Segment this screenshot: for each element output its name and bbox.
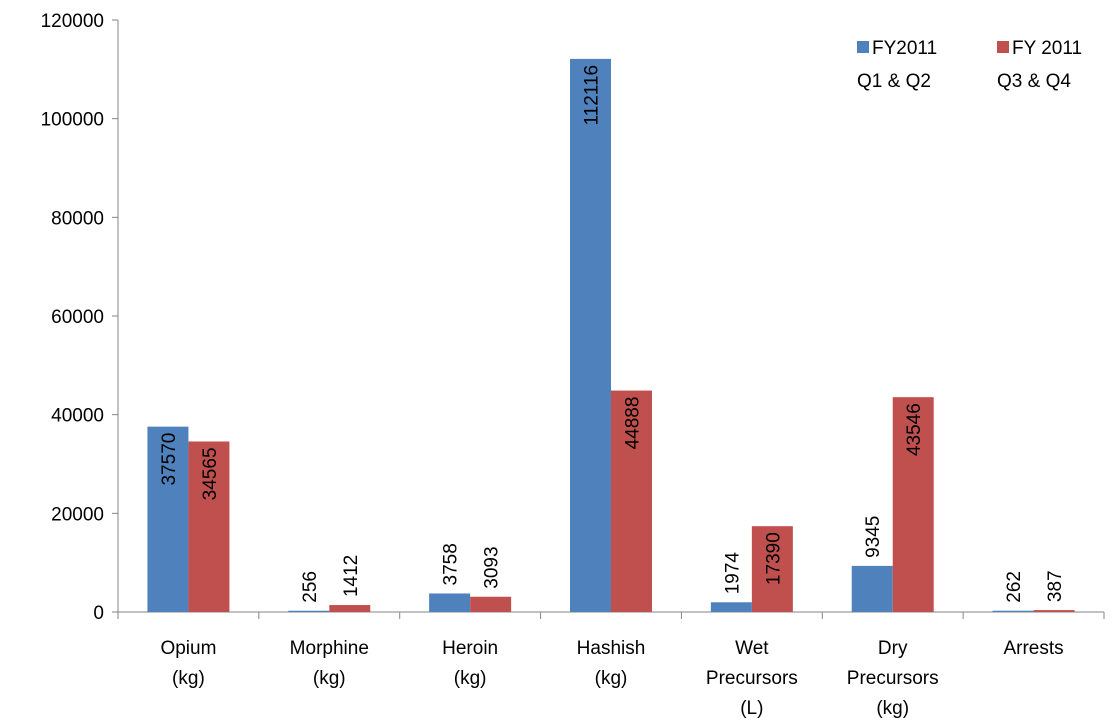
bar [288, 610, 330, 612]
bar [1033, 610, 1075, 612]
data-labels: 37570 256 3758 112116 1974 9345 262 34565 1412 30… [159, 65, 1066, 603]
bars [147, 58, 1075, 612]
data-label: 112116 [582, 65, 603, 126]
category-label: Heroin (kg) [442, 638, 498, 689]
bar [851, 565, 893, 612]
category-label-line: (kg) [876, 698, 909, 719]
legend-label-line: Q3 & Q4 [997, 71, 1071, 92]
data-label: 3758 [441, 543, 462, 585]
category-label-line: Wet [735, 638, 769, 659]
category-label-line: Precursors [706, 668, 798, 689]
category-label: Morphine (kg) [290, 638, 369, 689]
bar [329, 605, 371, 612]
y-tick-label: 120000 [41, 11, 104, 32]
legend-label-line: FY2011 [872, 38, 937, 59]
y-tick-label: 80000 [51, 208, 104, 229]
bar [147, 426, 189, 612]
y-tick-label: 60000 [51, 307, 104, 328]
category-label-line: (kg) [172, 668, 205, 689]
category-label-line: (kg) [313, 668, 346, 689]
y-tick-label: 20000 [51, 504, 104, 525]
legend-swatch [857, 41, 869, 53]
x-axis: Opium (kg) Morphine (kg) Heroin (kg) Hashish (k… [117, 611, 1105, 719]
legend-label: FY 2011 Q3 & Q4 [997, 38, 1082, 92]
data-label: 256 [300, 571, 321, 603]
category-label-line: Morphine [290, 638, 369, 659]
category-label-line: (kg) [595, 668, 628, 689]
y-tick-label: 40000 [51, 406, 104, 427]
category-label-line: Arrests [1003, 638, 1063, 659]
category-label-line: (L) [740, 698, 763, 719]
category-label: Hashish (kg) [577, 638, 646, 689]
category-label: Arrests [1003, 638, 1063, 659]
bar [710, 602, 752, 612]
data-label: 17390 [763, 532, 784, 585]
legend-label-line: FY 2011 [1012, 38, 1082, 59]
bar [892, 397, 934, 612]
category-label: Dry Precursors (kg) [847, 638, 939, 719]
legend-label: FY2011 Q1 & Q2 [857, 38, 937, 92]
legend: FY2011 Q1 & Q2 FY 2011 Q3 & Q4 [857, 38, 1082, 92]
bar [570, 58, 611, 612]
category-label-line: (kg) [454, 668, 487, 689]
bar [429, 593, 471, 612]
data-label: 387 [1045, 570, 1066, 602]
bar [188, 441, 230, 612]
bar [611, 390, 652, 612]
bar [992, 610, 1034, 612]
category-label-line: Opium [160, 638, 216, 659]
legend-label-line: Q1 & Q2 [857, 71, 931, 92]
data-label: 3093 [482, 546, 503, 588]
data-label: 43546 [904, 403, 925, 456]
bar [470, 596, 512, 612]
category-label-line: Heroin [442, 638, 498, 659]
category-label-line: Dry [878, 638, 908, 659]
y-axis: 0 20000 40000 60000 80000 100000 120000 [41, 11, 119, 624]
data-label: 9345 [863, 516, 884, 558]
data-label: 37570 [159, 433, 180, 486]
data-label: 1974 [722, 552, 743, 595]
data-label: 44888 [623, 397, 644, 450]
y-tick-label: 100000 [41, 110, 104, 131]
y-tick-label: 0 [93, 603, 104, 624]
category-label: Opium (kg) [160, 638, 216, 689]
bar [751, 526, 793, 612]
data-label: 262 [1004, 571, 1025, 603]
legend-swatch [997, 41, 1009, 53]
data-label: 1412 [341, 555, 362, 597]
category-label: Wet Precursors (L) [706, 638, 798, 719]
data-label: 34565 [200, 447, 221, 500]
category-label-line: Hashish [577, 638, 646, 659]
category-label-line: Precursors [847, 668, 939, 689]
